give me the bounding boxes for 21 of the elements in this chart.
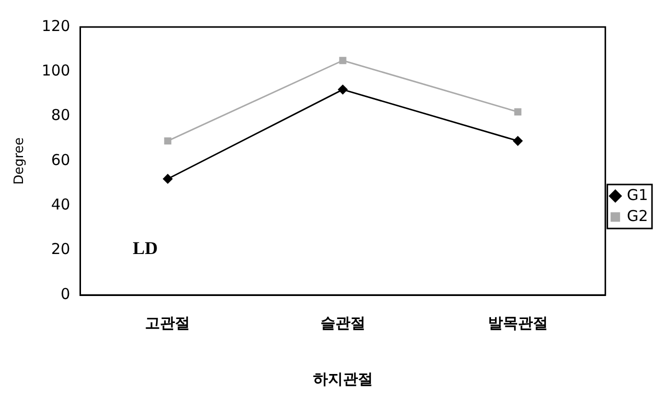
x-tick-label: 발목관절 xyxy=(488,314,548,332)
x-tick-label: 슬관절 xyxy=(320,314,366,332)
y-axis-title: Degree xyxy=(12,137,28,185)
y-tick-label: 120 xyxy=(42,16,70,35)
point xyxy=(338,84,348,94)
y-tick-label: 40 xyxy=(51,196,70,214)
y-tick-label: 100 xyxy=(42,62,70,80)
legend-label: G2 xyxy=(626,206,648,225)
y-tick-label: 20 xyxy=(51,240,70,258)
point xyxy=(513,136,523,146)
y-tick-label: 80 xyxy=(51,106,70,124)
point xyxy=(164,137,172,144)
x-tick-label: 고관절 xyxy=(145,314,190,332)
y-tick-label: 60 xyxy=(51,150,70,169)
point xyxy=(163,174,172,184)
y-tick-label: 0 xyxy=(60,284,70,303)
annotation: LD xyxy=(132,238,158,258)
point xyxy=(514,108,522,116)
x-axis-title: 하지관절 xyxy=(312,370,373,388)
point xyxy=(339,56,346,64)
legend-label: G1 xyxy=(626,186,648,204)
